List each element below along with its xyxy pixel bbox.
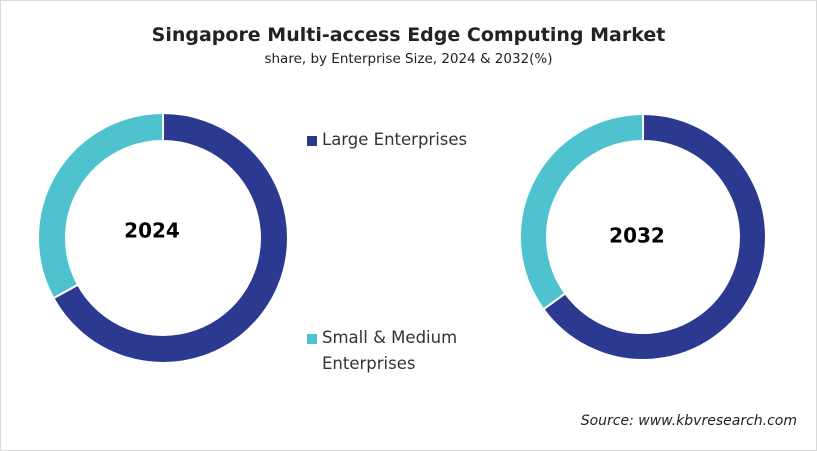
donut-slice-2024-large-enterprises	[52, 111, 289, 364]
donut-label-2032: 2032	[609, 224, 665, 248]
donut-slice-2032-small-medium-enterprises	[519, 112, 644, 311]
legend-label-line1: Small & Medium	[322, 328, 458, 347]
donut-slice-2024-small-medium-enterprises	[37, 111, 164, 300]
legend-label-line2: Enterprises	[322, 354, 416, 373]
legend-item-large: Large Enterprises	[322, 130, 468, 149]
legend-swatch-small-medium	[307, 334, 317, 344]
chart-title: Singapore Multi-access Edge Computing Ma…	[151, 24, 666, 46]
donut-slice-2032-large-enterprises	[542, 112, 767, 361]
chart-subtitle: share, by Enterprise Size, 2024 & 2032(%…	[264, 51, 553, 67]
legend-item-small-medium: Small & Medium Enterprises	[322, 325, 457, 377]
legend-swatch-large	[307, 136, 317, 146]
donut-label-2024: 2024	[124, 219, 180, 243]
source-note: Source: www.kbvresearch.com	[580, 413, 797, 429]
